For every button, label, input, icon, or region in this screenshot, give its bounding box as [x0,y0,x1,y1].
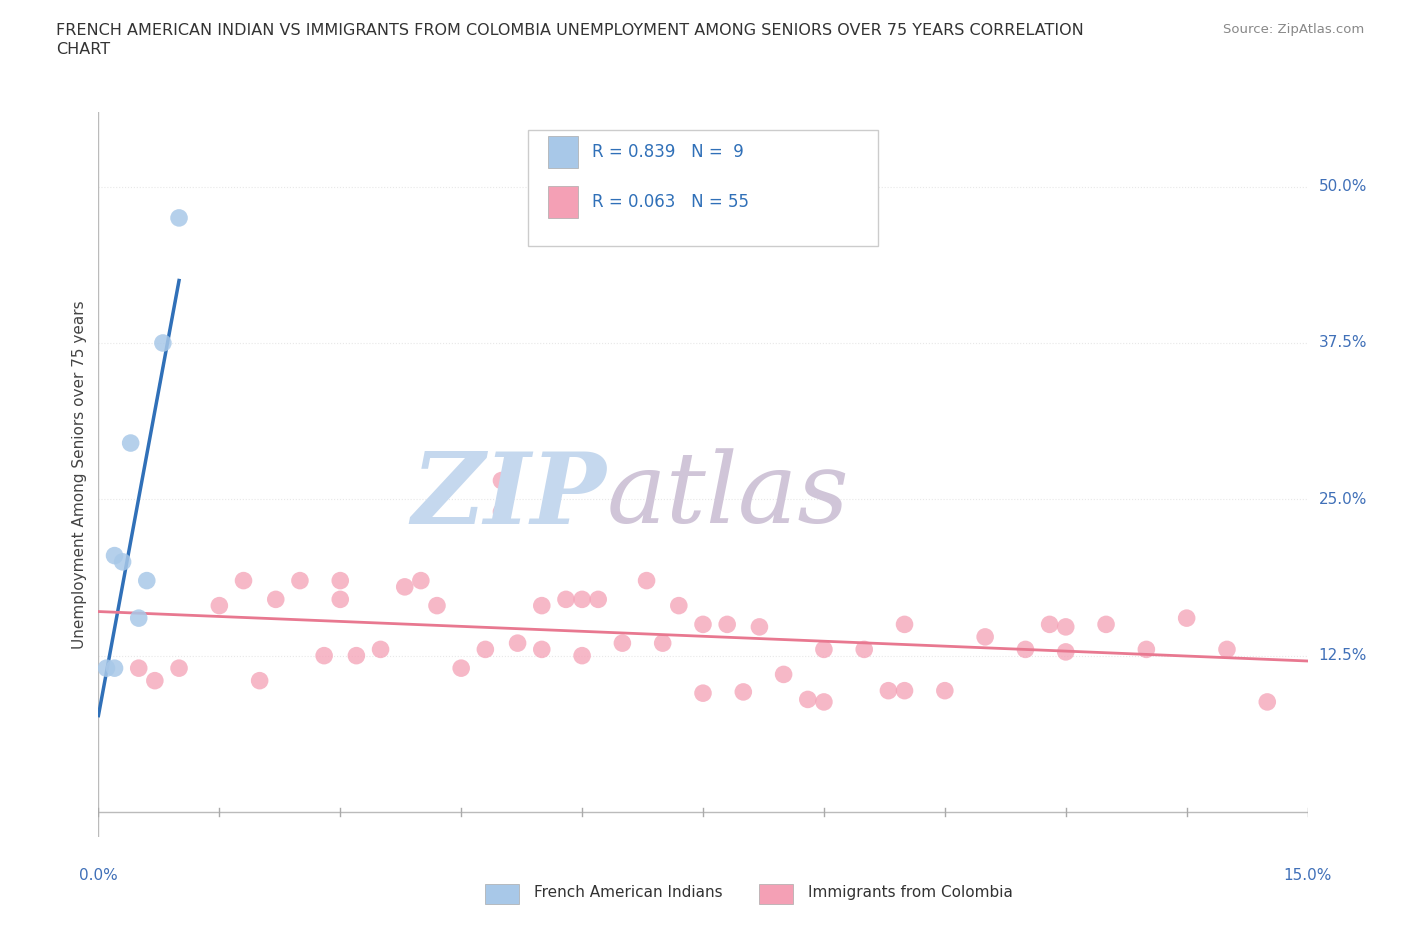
Point [167,210,190,225]
Text: CHART: CHART [56,42,110,57]
Text: Source: ZipAtlas.com: Source: ZipAtlas.com [1223,23,1364,36]
Point [772,667,794,682]
Point [934,684,956,698]
Point [491,473,513,488]
Point [1014,642,1036,657]
Point [748,619,770,634]
Point [692,685,714,700]
Point [974,630,997,644]
Point [1256,695,1278,710]
Point [668,598,690,613]
Point [1054,644,1077,659]
Point [344,648,367,663]
Point [692,617,714,631]
FancyBboxPatch shape [527,130,879,246]
Text: FRENCH AMERICAN INDIAN VS IMMIGRANTS FROM COLOMBIA UNEMPLOYMENT AMONG SENIORS OV: FRENCH AMERICAN INDIAN VS IMMIGRANTS FRO… [56,23,1084,38]
Point [612,636,634,651]
Point [555,591,578,606]
Text: R = 0.063   N = 55: R = 0.063 N = 55 [592,193,749,211]
Point [135,573,157,588]
Point [733,684,755,699]
Point [893,684,915,698]
Y-axis label: Unemployment Among Seniors over 75 years: Unemployment Among Seniors over 75 years [72,300,87,648]
Point [409,573,432,588]
Point [103,548,125,563]
Text: 12.5%: 12.5% [1319,648,1367,663]
Point [426,598,449,613]
Point [152,336,174,351]
Point [329,573,352,588]
Point [1175,611,1198,626]
Point [111,554,134,569]
Point [530,598,553,613]
Point [1095,617,1118,631]
Point [143,673,166,688]
Point [474,642,496,657]
Point [264,591,287,606]
Point [249,673,271,688]
Point [394,579,416,594]
Point [893,617,915,631]
Text: 37.5%: 37.5% [1319,336,1367,351]
Point [491,504,513,519]
Point [208,598,231,613]
Point [232,573,254,588]
Point [813,695,835,710]
FancyBboxPatch shape [548,136,578,168]
Point [571,591,593,606]
Point [877,684,900,698]
Point [813,642,835,657]
Point [370,642,392,657]
Point [120,435,142,450]
Point [450,660,472,675]
Text: 0.0%: 0.0% [79,868,118,883]
Point [530,642,553,657]
Text: ZIP: ZIP [412,448,606,544]
Point [128,660,150,675]
Point [96,660,118,675]
Point [797,692,820,707]
Point [853,642,876,657]
Point [636,573,658,588]
FancyBboxPatch shape [548,186,578,219]
Point [314,648,336,663]
Point [167,660,190,675]
Point [103,660,125,675]
Text: Immigrants from Colombia: Immigrants from Colombia [808,885,1014,900]
Point [571,648,593,663]
Point [1054,619,1077,634]
Text: R = 0.839   N =  9: R = 0.839 N = 9 [592,143,744,161]
Point [716,617,738,631]
Text: 15.0%: 15.0% [1284,868,1331,883]
Point [329,591,352,606]
Point [1216,642,1239,657]
Point [506,636,529,651]
Point [288,573,311,588]
Point [651,636,673,651]
Text: atlas: atlas [606,448,849,544]
Point [586,591,609,606]
Point [1135,642,1157,657]
Text: 50.0%: 50.0% [1319,179,1367,194]
Point [1039,617,1062,631]
Point [128,611,150,626]
Text: French American Indians: French American Indians [534,885,723,900]
Text: 25.0%: 25.0% [1319,492,1367,507]
